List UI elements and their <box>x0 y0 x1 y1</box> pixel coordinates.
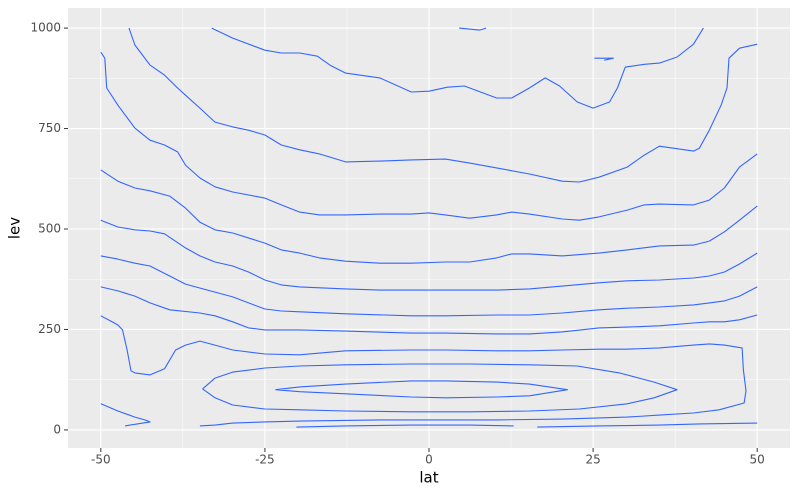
contour-line <box>100 286 758 335</box>
x-tick-label: -25 <box>255 453 275 467</box>
contour-line <box>100 315 747 427</box>
y-tick-label: 250 <box>38 322 61 336</box>
contour-line <box>537 422 758 428</box>
x-tick-label: -50 <box>91 453 111 467</box>
y-axis-title: lev <box>6 217 24 239</box>
contours <box>100 27 758 428</box>
contour-line <box>100 51 758 221</box>
contour-line <box>211 27 704 109</box>
contour-line <box>202 363 678 413</box>
y-tick-label: 750 <box>38 121 61 135</box>
contour-line <box>594 57 614 61</box>
y-tick-label: 1000 <box>30 21 61 35</box>
x-tick-label: 25 <box>585 453 600 467</box>
contour-line <box>100 169 758 264</box>
x-tick-label: 0 <box>425 453 433 467</box>
contour-line <box>100 403 151 427</box>
contour-line <box>275 380 569 399</box>
contour-line <box>100 219 758 291</box>
grid <box>68 8 790 448</box>
contour-line <box>459 27 487 31</box>
x-tick-label: 50 <box>750 453 765 467</box>
x-axis-title: lat <box>419 469 438 487</box>
y-tick-label: 500 <box>38 222 61 236</box>
contour-line <box>128 27 758 183</box>
contour-line <box>100 255 758 317</box>
contour-line <box>296 424 514 428</box>
y-tick-label: 0 <box>53 422 61 436</box>
